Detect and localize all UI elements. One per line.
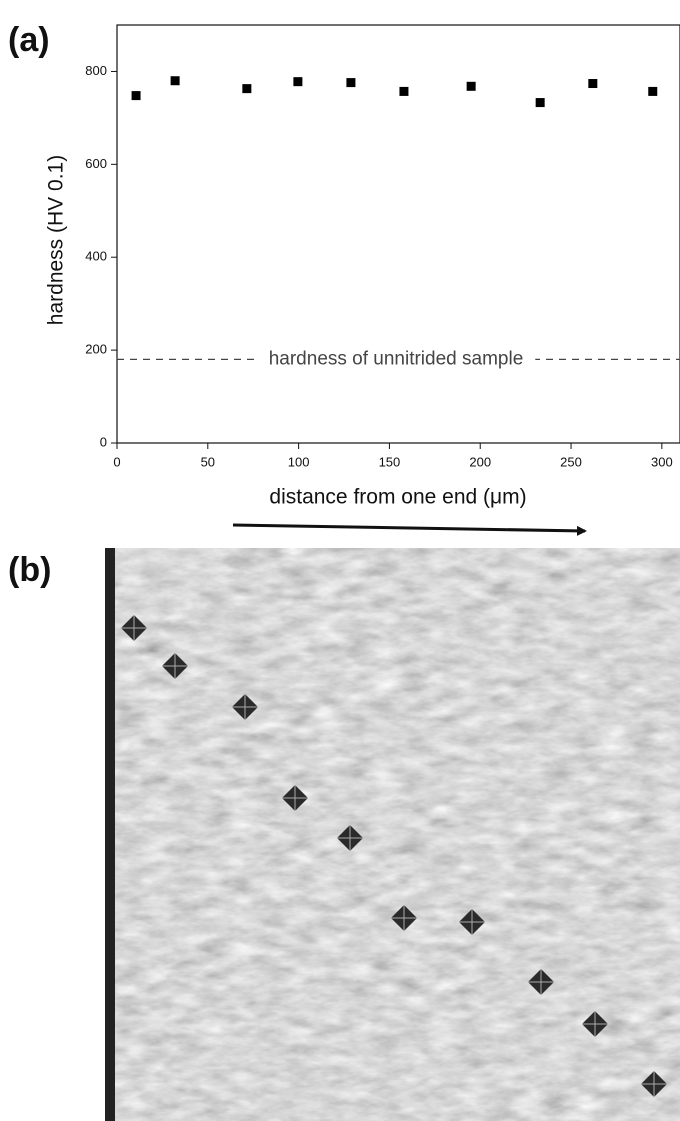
y-axis-label: hardness (HV 0.1): [45, 155, 68, 325]
y-tick-label: 200: [85, 342, 107, 357]
direction-arrow: [232, 523, 587, 536]
micrograph: [105, 548, 680, 1121]
data-point: [346, 78, 356, 88]
reference-label: hardness of unnitrided sample: [269, 348, 524, 369]
x-tick-label: 300: [651, 454, 673, 469]
data-point: [242, 84, 252, 94]
data-point: [399, 86, 409, 96]
data-point: [648, 86, 658, 96]
x-tick-label: 150: [379, 454, 401, 469]
y-tick-label: 0: [100, 434, 107, 449]
panel-label: (b): [8, 551, 51, 589]
y-tick-label: 400: [85, 249, 107, 264]
data-point: [588, 79, 598, 89]
panel-label: (a): [8, 21, 50, 59]
y-tick-label: 600: [85, 156, 107, 171]
data-point: [466, 81, 476, 91]
x-tick-label: 0: [113, 454, 120, 469]
label-background: [256, 348, 536, 370]
data-point: [535, 98, 545, 108]
x-tick-label: 200: [469, 454, 491, 469]
data-point: [293, 77, 303, 87]
x-axis-label: distance from one end (μm): [269, 486, 526, 509]
plot-frame: [116, 24, 680, 444]
x-tick-label: 250: [560, 454, 582, 469]
data-point: [170, 76, 180, 86]
x-tick-label: 50: [201, 454, 215, 469]
x-tick-label: 100: [288, 454, 310, 469]
sample-edge: [105, 548, 115, 1121]
y-tick-label: 800: [85, 63, 107, 78]
data-point: [131, 91, 141, 101]
